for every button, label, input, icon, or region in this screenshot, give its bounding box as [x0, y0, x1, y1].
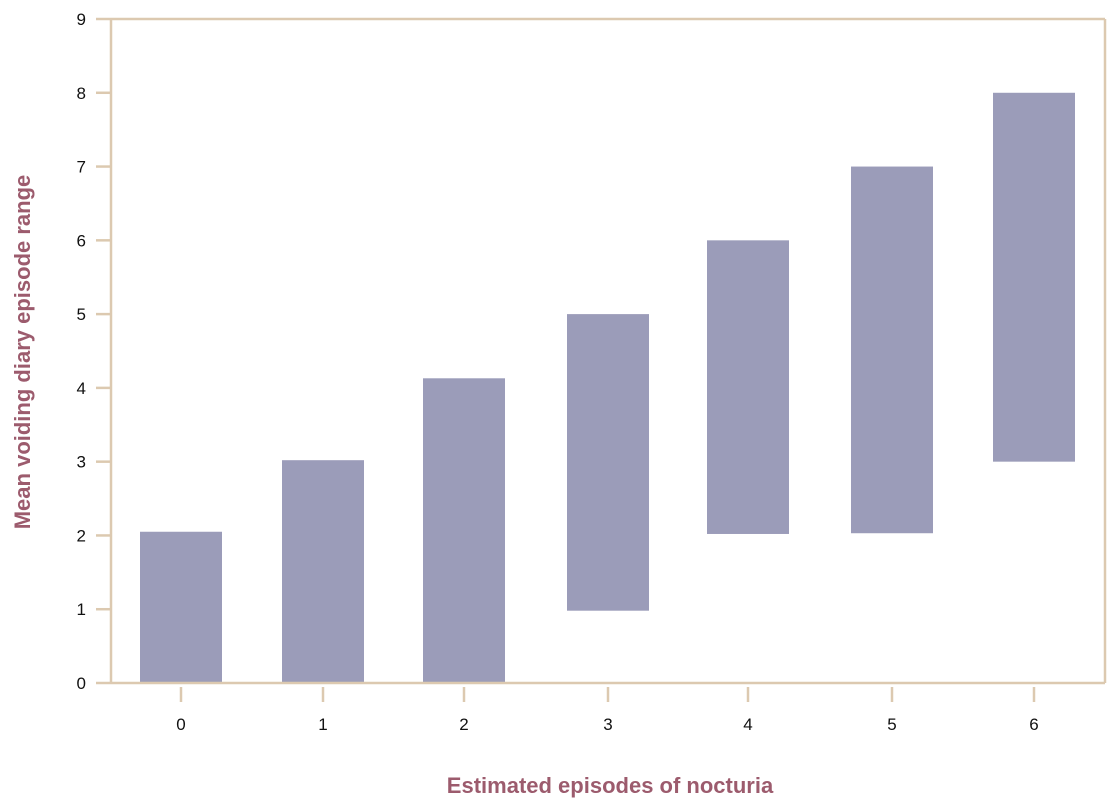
y-tick-label: 5 — [77, 305, 86, 324]
x-tick-label: 2 — [459, 715, 468, 734]
y-tick-label: 2 — [77, 526, 86, 545]
y-tick-label: 3 — [77, 453, 86, 472]
y-axis-title: Mean voiding diary episode range — [10, 175, 35, 530]
y-tick-label: 8 — [77, 84, 86, 103]
y-tick-label: 4 — [77, 379, 86, 398]
y-ticks-layer: 0 1 2 3 4 5 6 7 8 9 — [77, 10, 111, 693]
x-tick-label: 4 — [743, 715, 752, 734]
x-tick-label: 6 — [1029, 715, 1038, 734]
y-tick-label: 7 — [77, 158, 86, 177]
bar-5 — [851, 166, 933, 534]
bar-0 — [140, 531, 222, 683]
x-tick-label: 1 — [318, 715, 327, 734]
x-axis-title: Estimated episodes of nocturia — [447, 773, 774, 798]
y-tick-label: 6 — [77, 231, 86, 250]
bar-2 — [423, 378, 505, 683]
y-tick-label: 1 — [77, 600, 86, 619]
x-tick-label: 0 — [176, 715, 185, 734]
bars-layer — [140, 92, 1075, 683]
x-tick-label: 5 — [887, 715, 896, 734]
bar-6 — [993, 92, 1075, 462]
axes-layer — [109, 17, 1107, 685]
x-tick-label: 3 — [603, 715, 612, 734]
bar-4 — [707, 240, 789, 534]
y-tick-label: 9 — [77, 10, 86, 29]
bar-3 — [567, 314, 649, 611]
bar-1 — [282, 460, 364, 683]
y-tick-label: 0 — [77, 674, 86, 693]
x-ticks-layer: 0 1 2 3 4 5 6 — [176, 687, 1039, 734]
